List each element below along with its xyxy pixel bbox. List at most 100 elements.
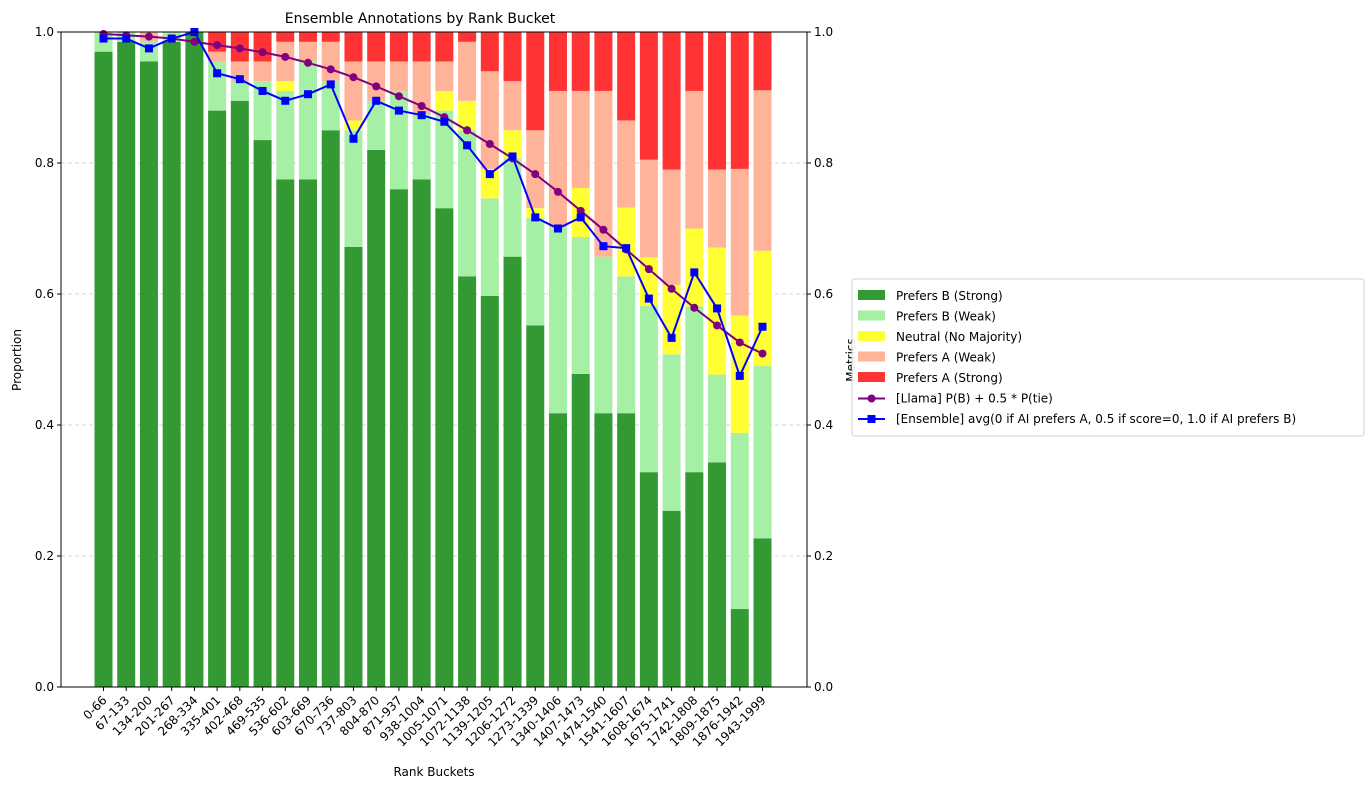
bar-0-18 — [503, 256, 522, 687]
bar-3-28 — [730, 168, 749, 316]
bar-3-21 — [571, 90, 590, 188]
marker-1-28 — [735, 371, 744, 380]
bar-0-23 — [617, 413, 636, 687]
marker-0-6 — [235, 44, 244, 53]
legend-label-4: Prefers A (Strong) — [896, 371, 1003, 385]
plot-frame — [60, 31, 808, 688]
x-axis-label: Rank Buckets — [393, 765, 474, 779]
bar-4-21 — [571, 32, 590, 91]
bar-4-11 — [344, 32, 363, 62]
bar-3-10 — [321, 41, 340, 82]
legend-marker-0 — [867, 394, 876, 403]
marker-1-7 — [258, 86, 267, 95]
bar-3-15 — [435, 61, 454, 91]
bar-3-9 — [299, 41, 318, 62]
ytick-label-left-5: 1.0 — [35, 25, 54, 39]
marker-1-13 — [394, 106, 403, 115]
bar-3-7 — [253, 61, 272, 82]
bar-4-17 — [480, 32, 499, 72]
bar-1-19 — [526, 218, 545, 326]
bar-4-9 — [299, 32, 318, 42]
bar-0-9 — [299, 179, 318, 687]
legend-label-3: Prefers A (Weak) — [896, 351, 996, 365]
bar-2-25 — [662, 284, 681, 355]
marker-1-14 — [417, 111, 426, 120]
marker-1-18 — [508, 152, 517, 161]
legend-line-label-1: [Ensemble] avg(0 if AI prefers A, 0.5 if… — [896, 412, 1296, 426]
bar-0-28 — [730, 609, 749, 687]
legend: Prefers B (Strong) Prefers B (Weak) Neutra… — [851, 278, 1365, 437]
bar-1-29 — [753, 366, 772, 539]
legend-swatch-1 — [858, 310, 885, 321]
marker-1-6 — [235, 75, 244, 84]
chart-title: Ensemble Annotations by Rank Bucket — [285, 11, 556, 27]
marker-0-22 — [599, 225, 608, 234]
bar-4-22 — [594, 32, 613, 91]
bar-4-13 — [389, 32, 408, 62]
bar-3-25 — [662, 169, 681, 285]
bar-4-12 — [367, 32, 386, 62]
marker-1-20 — [553, 224, 562, 233]
bar-2-29 — [753, 250, 772, 367]
bar-3-13 — [389, 61, 408, 91]
marker-1-5 — [213, 69, 222, 78]
bar-3-8 — [276, 41, 295, 82]
marker-1-19 — [531, 213, 540, 222]
bar-1-25 — [662, 354, 681, 511]
bar-2-26 — [685, 228, 704, 307]
bar-3-11 — [344, 61, 363, 121]
bar-1-15 — [435, 110, 454, 209]
ytick-label-right-2: 0.4 — [814, 418, 833, 432]
bar-0-0 — [94, 51, 113, 687]
bar-3-18 — [503, 81, 522, 131]
x-axis: 0-6667-133134-200201-267268-334335-40140… — [80, 687, 769, 749]
bar-2-17 — [480, 168, 499, 199]
legend-line-label-0: [Llama] P(B) + 0.5 * P(tie) — [896, 392, 1053, 406]
bar-3-29 — [753, 90, 772, 251]
marker-1-21 — [576, 213, 585, 222]
bar-0-1 — [117, 41, 136, 687]
bar-1-11 — [344, 130, 363, 247]
marker-1-15 — [440, 117, 449, 126]
bar-2-19 — [526, 208, 545, 219]
bar-4-25 — [662, 32, 681, 170]
bar-2-11 — [344, 120, 363, 131]
bar-0-21 — [571, 373, 590, 687]
bar-3-22 — [594, 90, 613, 257]
marker-0-25 — [667, 284, 676, 293]
marker-1-16 — [463, 141, 472, 150]
ytick-label-left-0: 0.0 — [35, 680, 54, 694]
bar-1-18 — [503, 158, 522, 257]
marker-1-29 — [758, 322, 767, 331]
ytick-label-right-1: 0.2 — [814, 549, 833, 563]
bar-4-14 — [412, 32, 431, 62]
marker-1-27 — [713, 304, 722, 313]
bar-4-29 — [753, 32, 772, 91]
line-series-1 — [103, 30, 764, 379]
bar-4-10 — [321, 32, 340, 42]
marker-1-9 — [304, 90, 313, 99]
bar-4-23 — [617, 32, 636, 121]
bar-1-16 — [458, 130, 477, 277]
marker-0-26 — [690, 303, 699, 312]
marker-1-3 — [167, 34, 176, 43]
bar-4-16 — [458, 32, 477, 42]
marker-0-9 — [304, 58, 313, 67]
marker-0-11 — [349, 73, 358, 82]
marker-1-10 — [326, 80, 335, 89]
bar-2-16 — [458, 100, 477, 131]
bar-0-19 — [526, 325, 545, 687]
marker-1-2 — [144, 44, 153, 53]
ytick-label-left-4: 0.8 — [35, 156, 54, 170]
bar-0-29 — [753, 538, 772, 687]
bar-0-6 — [230, 100, 249, 687]
marker-1-11 — [349, 134, 358, 143]
bar-0-3 — [162, 41, 181, 687]
marker-1-25 — [667, 333, 676, 342]
marker-0-21 — [576, 206, 585, 215]
bar-3-17 — [480, 71, 499, 169]
bar-1-7 — [253, 81, 272, 141]
marker-0-19 — [531, 170, 540, 179]
bar-4-15 — [435, 32, 454, 62]
marker-0-24 — [644, 265, 653, 274]
